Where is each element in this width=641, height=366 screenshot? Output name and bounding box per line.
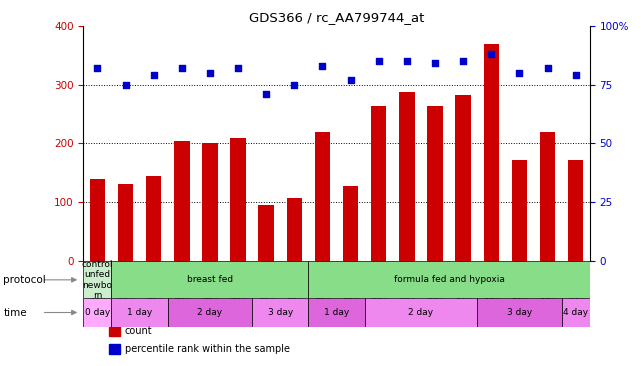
Bar (343, 186, 358, 261)
Point (570, 72, 581, 78)
Title: GDS366 / rc_AA799744_at: GDS366 / rc_AA799744_at (249, 11, 424, 25)
Text: 0 day: 0 day (85, 308, 110, 317)
Bar (428, 106, 443, 261)
Point (205, 70, 215, 76)
Text: 3 day: 3 day (507, 308, 532, 317)
Point (374, 58, 384, 64)
Bar (455, 95, 471, 261)
Bar (477, 298, 562, 326)
Point (486, 51, 496, 57)
Bar (202, 143, 218, 261)
Bar (118, 183, 133, 261)
Text: control
unfed
newbo
rn: control unfed newbo rn (81, 260, 113, 300)
Point (345, 77, 356, 83)
Point (233, 65, 243, 71)
Point (177, 65, 187, 71)
Bar (252, 298, 308, 326)
Bar (315, 132, 330, 261)
Bar (512, 160, 527, 261)
Bar (168, 298, 252, 326)
Bar (371, 106, 387, 261)
Text: percentile rank within the sample: percentile rank within the sample (125, 344, 290, 354)
Bar (83, 298, 112, 326)
Bar (483, 45, 499, 261)
Text: 2 day: 2 day (197, 308, 222, 317)
Point (121, 82, 131, 87)
Point (542, 65, 553, 71)
Point (458, 58, 469, 64)
Text: 2 day: 2 day (408, 308, 433, 317)
Bar (287, 198, 302, 261)
Bar (174, 141, 190, 261)
Bar (109, 344, 120, 354)
Text: breast fed: breast fed (187, 275, 233, 284)
Bar (308, 298, 365, 326)
Bar (365, 298, 477, 326)
Text: time: time (3, 307, 27, 318)
Bar (112, 298, 168, 326)
Point (402, 58, 412, 64)
Bar (562, 298, 590, 326)
Point (514, 70, 524, 76)
Bar (258, 205, 274, 261)
Bar (83, 261, 112, 298)
Point (149, 72, 159, 78)
Bar (399, 92, 415, 261)
Bar (90, 179, 105, 261)
Point (261, 91, 271, 97)
Point (430, 60, 440, 66)
Text: 4 day: 4 day (563, 308, 588, 317)
Bar (112, 261, 308, 298)
Text: 1 day: 1 day (324, 308, 349, 317)
Bar (230, 138, 246, 261)
Text: 1 day: 1 day (127, 308, 152, 317)
Bar (568, 160, 583, 261)
Bar (540, 132, 555, 261)
Text: 3 day: 3 day (268, 308, 293, 317)
Point (92, 65, 103, 71)
Bar (109, 326, 120, 336)
Bar (146, 176, 162, 261)
Text: formula fed and hypoxia: formula fed and hypoxia (394, 275, 504, 284)
Bar (308, 261, 590, 298)
Text: protocol: protocol (3, 275, 46, 285)
Point (289, 82, 299, 87)
Point (317, 63, 328, 68)
Text: count: count (125, 326, 153, 336)
